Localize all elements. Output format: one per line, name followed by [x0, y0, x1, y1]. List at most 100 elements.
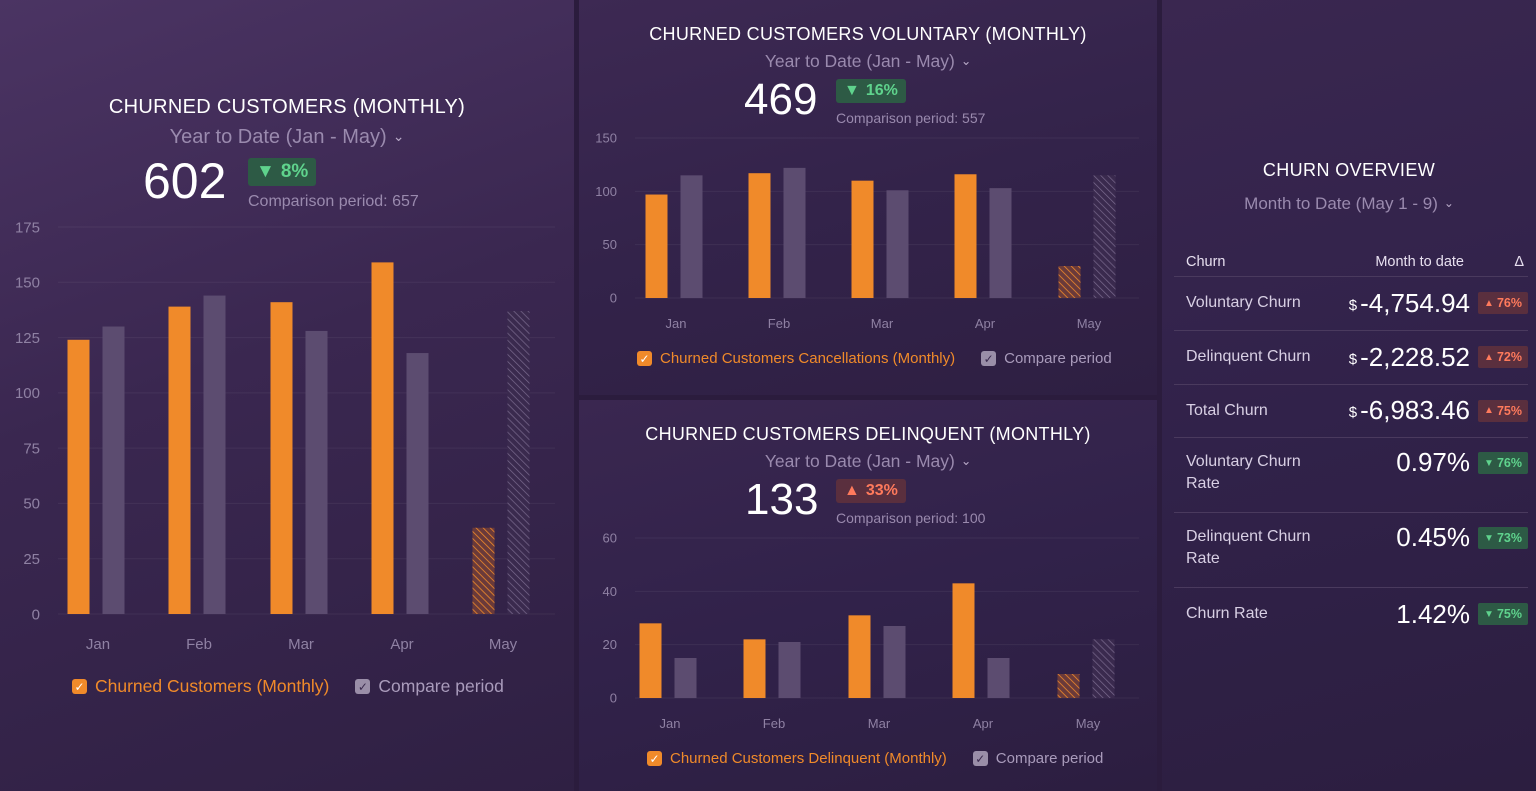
delta-value: 75% [1496, 403, 1522, 418]
legend-primary[interactable]: ✓ Churned Customers (Monthly) [72, 676, 329, 697]
period-selector[interactable]: Year to Date (Jan - May) ⌄ [579, 51, 1157, 72]
row-label: Voluntary Churn Rate [1186, 453, 1301, 492]
bar-primary-feb[interactable] [748, 173, 771, 298]
delinquent-bar-chart: 0 20 40 60 Jan Feb Mar Apr May [603, 531, 1139, 731]
value-text: -6,983.46 [1360, 395, 1470, 425]
voluntary-bar-chart: 0 50 100 150 Jan Feb Mar Apr May [595, 131, 1139, 331]
bar-primary-apr[interactable] [371, 262, 394, 614]
legend-compare[interactable]: ✓ Compare period [972, 750, 1103, 767]
table-row[interactable]: Churn Rate 1.42% ▼ 75% [1174, 587, 1528, 641]
x-tick-label: May [1076, 716, 1101, 731]
delta-value: 75% [1496, 607, 1522, 621]
period-selector[interactable]: Year to Date (Jan - May) ⌄ [0, 126, 574, 149]
triangle-down-icon: ▼ [1484, 457, 1494, 469]
delta-badge: ▲ 76% [1478, 292, 1528, 314]
bar-compare-feb[interactable] [778, 642, 801, 698]
bar-primary-mar[interactable] [851, 180, 874, 298]
bar-compare-jan[interactable] [674, 658, 697, 698]
row-value: $ -6,983.46 [1336, 395, 1478, 426]
x-tick-label: May [489, 636, 518, 653]
delta-value: 73% [1496, 531, 1522, 545]
delta-badge: ▼ 16% [836, 79, 906, 103]
y-tick-label: 50 [603, 237, 617, 252]
table-row[interactable]: Voluntary Churn Rate 0.97% ▼ 76% [1174, 437, 1528, 513]
period-selector[interactable]: Year to Date (Jan - May) ⌄ [579, 451, 1157, 472]
legend-compare[interactable]: ✓ Compare period [355, 676, 504, 697]
x-tick-label: Feb [763, 716, 785, 731]
legend-primary[interactable]: ✓ Churned Customers Delinquent (Monthly) [647, 750, 947, 767]
bar-primary-mar[interactable] [848, 615, 871, 698]
header-churn: Churn [1186, 254, 1226, 270]
bar-compare-may[interactable] [1092, 639, 1115, 698]
table-row[interactable]: Voluntary Churn $ -4,754.94 ▲ 76% [1174, 276, 1528, 331]
period-selector[interactable]: Month to Date (May 1 - 9) ⌄ [1162, 194, 1536, 214]
y-tick-label: 175 [15, 219, 40, 236]
bar-compare-mar[interactable] [886, 190, 909, 298]
metric-value: 602 [143, 153, 227, 209]
bar-primary-jan[interactable] [639, 623, 662, 698]
period-label: Year to Date (Jan - May) [764, 451, 955, 471]
bar-compare-may[interactable] [1093, 175, 1116, 298]
bar-primary-mar[interactable] [270, 302, 293, 614]
delta-badge: ▲ 33% [836, 479, 906, 503]
row-label: Delinquent Churn [1186, 348, 1311, 365]
bar-compare-may[interactable] [507, 311, 530, 614]
bar-compare-mar[interactable] [305, 330, 328, 614]
chevron-down-icon: ⌄ [1443, 196, 1454, 210]
bar-compare-jan[interactable] [680, 175, 703, 298]
y-tick-label: 75 [23, 440, 40, 457]
row-label: Delinquent Churn Rate [1186, 528, 1311, 567]
period-label: Year to Date (Jan - May) [169, 126, 387, 148]
header-month-to-date: Month to date [1375, 254, 1464, 270]
table-row[interactable]: Total Churn $ -6,983.46 ▲ 75% [1174, 384, 1528, 438]
row-value: 0.45% [1316, 512, 1478, 553]
table-row[interactable]: Delinquent Churn $ -2,228.52 ▲ 72% [1174, 330, 1528, 385]
bar-compare-jan[interactable] [102, 326, 125, 614]
metric-value: 469 [744, 75, 818, 124]
bar-compare-feb[interactable] [783, 167, 806, 298]
legend-compare[interactable]: ✓ Compare period [981, 350, 1112, 367]
metric-value: 133 [745, 475, 819, 524]
bar-primary-may[interactable] [472, 527, 495, 614]
bar-compare-apr[interactable] [989, 188, 1012, 298]
bar-primary-may[interactable] [1058, 266, 1081, 298]
bar-compare-apr[interactable] [406, 353, 429, 614]
bar-compare-apr[interactable] [987, 658, 1010, 698]
bar-compare-mar[interactable] [883, 626, 906, 698]
chart-legend: ✓ Churned Customers (Monthly) ✓ Compare pe… [72, 676, 504, 697]
bar-compare-feb[interactable] [203, 295, 226, 614]
checkbox-checked-icon[interactable]: ✓ [981, 351, 997, 366]
churned-bar-chart: 0 25 50 75 100 125 150 175 Jan Feb Mar Apr May [15, 219, 555, 653]
bar-primary-apr[interactable] [954, 174, 977, 298]
triangle-down-icon: ▼ [1484, 532, 1494, 544]
checkbox-checked-icon[interactable]: ✓ [647, 751, 662, 766]
row-value: $ -4,754.94 [1336, 288, 1478, 319]
checkbox-checked-icon[interactable]: ✓ [72, 679, 87, 694]
delta-badge: ▼ 73% [1478, 527, 1528, 549]
legend-primary[interactable]: ✓ Churned Customers Cancellations (Monthl… [637, 350, 955, 367]
checkbox-checked-icon[interactable]: ✓ [355, 679, 371, 694]
legend-primary-label: Churned Customers (Monthly) [95, 676, 330, 696]
delta-value: 72% [1496, 350, 1522, 364]
bar-primary-feb[interactable] [168, 306, 191, 614]
bar-primary-jan[interactable] [67, 339, 90, 614]
chart-legend: ✓ Churned Customers Delinquent (Monthly) … [647, 750, 1103, 767]
legend-primary-label: Churned Customers Cancellations (Monthly… [660, 350, 956, 367]
delta-value: 33% [865, 482, 898, 499]
bar-primary-feb[interactable] [743, 639, 766, 698]
bar-primary-apr[interactable] [952, 583, 975, 698]
delinquent-churn-panel: CHURNED CUSTOMERS DELINQUENT (MONTHLY) Y… [579, 400, 1157, 791]
y-tick-label: 60 [603, 531, 617, 546]
x-tick-label: Feb [186, 636, 212, 653]
chevron-down-icon: ⌄ [960, 54, 972, 68]
bar-primary-jan[interactable] [645, 194, 668, 298]
value-text: 1.42% [1396, 598, 1470, 629]
table-row[interactable]: Delinquent Churn Rate 0.45% ▼ 73% [1174, 512, 1528, 588]
checkbox-checked-icon[interactable]: ✓ [637, 351, 652, 366]
x-tick-label: Mar [868, 716, 891, 731]
x-tick-label: Mar [871, 316, 894, 331]
checkbox-checked-icon[interactable]: ✓ [972, 751, 988, 766]
x-tick-label: Jan [86, 636, 110, 653]
comparison-text: Comparison period: 557 [836, 110, 986, 126]
bar-primary-may[interactable] [1057, 674, 1080, 698]
